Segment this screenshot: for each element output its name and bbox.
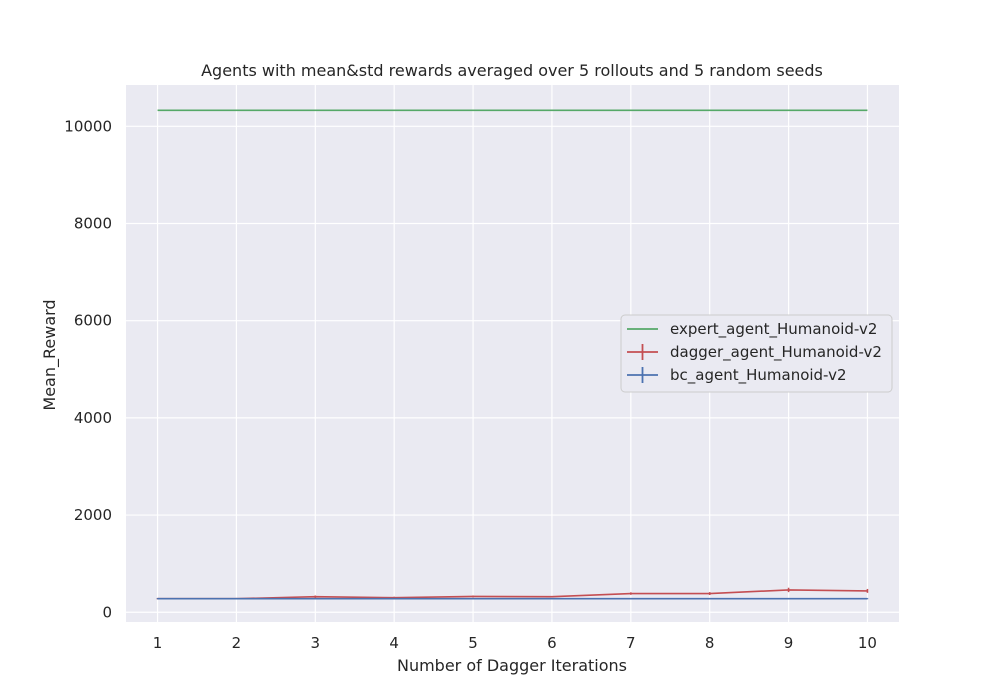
y-axis-label: Mean_Reward [40,299,60,410]
x-tick-label: 9 [784,634,794,652]
y-tick-label: 8000 [74,215,112,233]
y-tick-label: 4000 [74,409,112,427]
x-tick-labels: 1 2 3 4 5 6 7 8 9 10 [153,634,877,652]
x-tick-label: 1 [153,634,163,652]
x-tick-label: 3 [311,634,321,652]
legend: expert_agent_Humanoid-v2 dagger_agent_Hum… [620,314,893,393]
dagger-series-line [157,589,868,600]
x-tick-label: 6 [547,634,557,652]
y-tick-label: 6000 [74,312,112,330]
x-tick-label: 7 [626,634,636,652]
x-tick-label: 5 [468,634,478,652]
x-axis-label: Number of Dagger Iterations [397,656,627,675]
legend-box [620,314,893,393]
series-layer [156,109,869,600]
x-tick-label: 8 [705,634,715,652]
x-tick-label: 2 [232,634,242,652]
y-tick-label: 10000 [64,117,112,135]
y-tick-label: 0 [102,603,112,621]
chart-title: Agents with mean&std rewards averaged ov… [201,61,823,80]
expert-legend-label: expert_agent_Humanoid-v2 [670,320,877,339]
dagger-legend-label: dagger_agent_Humanoid-v2 [670,343,882,362]
y-tick-label: 2000 [74,506,112,524]
bc-legend-label: bc_agent_Humanoid-v2 [670,366,847,385]
x-tick-label: 10 [858,634,877,652]
x-tick-label: 4 [389,634,399,652]
legend-entries: expert_agent_Humanoid-v2 dagger_agent_Hum… [627,320,882,385]
y-tick-labels: 0 2000 4000 6000 8000 10000 [64,117,112,621]
